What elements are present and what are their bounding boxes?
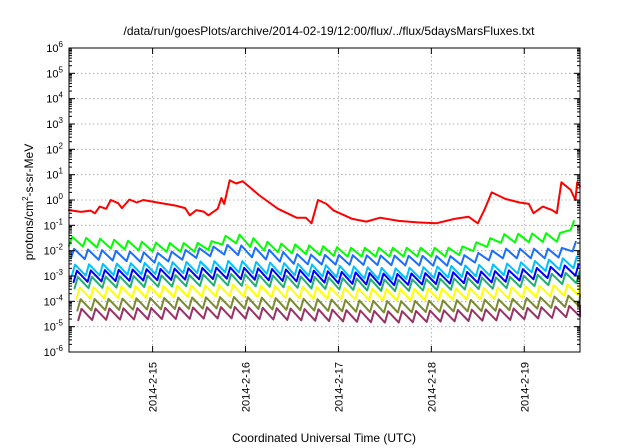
y-tick-label: 10-4 <box>44 293 64 308</box>
y-tick-label: 10-3 <box>44 268 64 283</box>
y-tick-label: 10-1 <box>44 217 64 232</box>
series-line <box>75 282 581 302</box>
series-line <box>68 220 575 258</box>
y-tick-label: 104 <box>46 91 63 106</box>
y-tick-label: 102 <box>46 141 63 156</box>
y-axis: 10-6 10-5 10-4 10-3 10-2 10-1 100 101 102 103 104 1… <box>44 40 580 359</box>
x-tick-label: 2014-2-15 <box>148 362 160 412</box>
y-tick-label: 10-6 <box>44 344 64 359</box>
x-tick-label: 2014-2-17 <box>333 362 345 412</box>
y-tick-label: 100 <box>46 192 63 207</box>
x-tick-label: 2014-2-16 <box>241 362 253 412</box>
series-line <box>73 270 581 293</box>
x-axis: 2014-2-15 2014-2-16 2014-2-17 2014-2-18 2014… <box>148 48 531 412</box>
x-tick-label: 2014-2-18 <box>426 362 438 412</box>
series-line <box>76 293 581 314</box>
series-line <box>77 304 581 324</box>
y-tick-label: 10-5 <box>44 319 64 334</box>
series-line <box>72 263 580 287</box>
chart-title: /data/run/goesPlots/archive/2014-02-19/1… <box>124 24 536 38</box>
series-line <box>68 179 581 225</box>
y-tick-label: 10-2 <box>44 243 64 258</box>
y-tick-label: 105 <box>46 65 63 80</box>
y-tick-label: 101 <box>46 167 63 182</box>
x-axis-label: Coordinated Universal Time (UTC) <box>232 431 416 445</box>
series-line <box>70 255 578 281</box>
y-tick-label: 103 <box>46 116 63 131</box>
x-tick-label: 2014-2-19 <box>519 362 531 412</box>
series-line <box>69 240 577 267</box>
y-axis-label: protons/cm2-s-sr-MeV <box>21 144 36 260</box>
plot-series <box>68 179 581 324</box>
y-tick-label: 106 <box>46 40 63 55</box>
